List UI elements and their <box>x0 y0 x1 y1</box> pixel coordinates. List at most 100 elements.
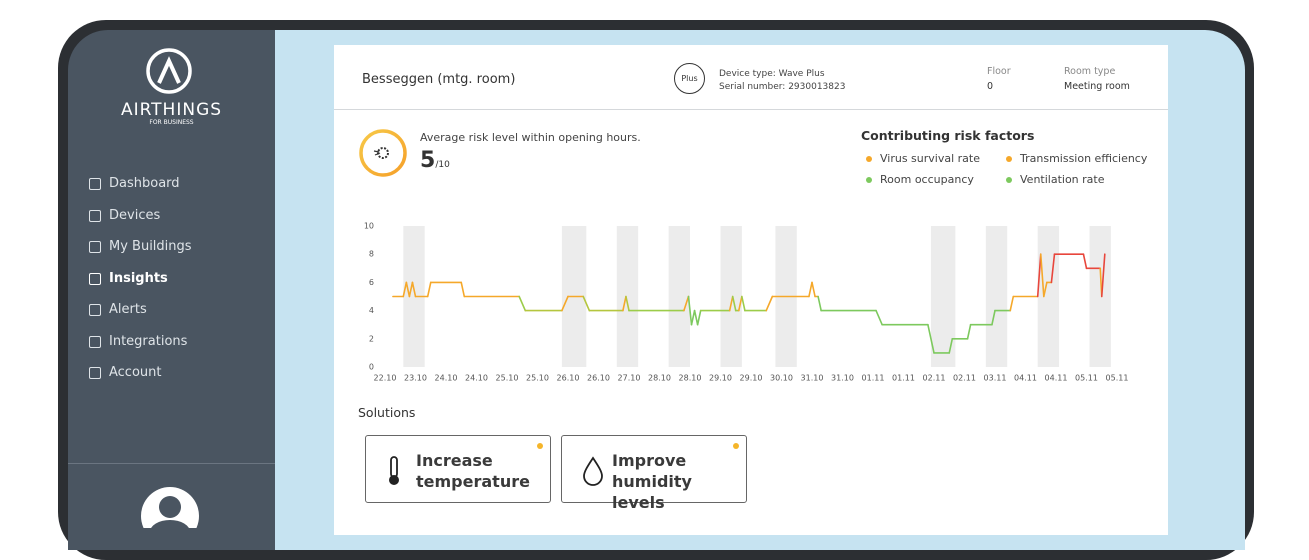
line-segment <box>518 295 527 312</box>
page: AIRTHINGS FOR BUSINESS Dashboard Devices M… <box>58 20 1254 560</box>
factor-label: Ventilation rate <box>1020 173 1105 186</box>
solution-card[interactable]: Increase temperature <box>365 435 551 503</box>
factor-dot <box>1006 156 1012 162</box>
line-segment <box>687 295 693 326</box>
avatar[interactable] <box>140 486 200 528</box>
x-tick-label: 30.10 <box>770 374 793 383</box>
shaded-band <box>403 226 425 367</box>
x-tick-label: 28.10 <box>679 374 702 383</box>
x-tick-label: 26.10 <box>587 374 610 383</box>
x-tick-label: 24.10 <box>435 374 458 383</box>
logo-sub: FOR BUSINESS <box>149 119 194 126</box>
line-segment <box>1009 295 1015 312</box>
factor-dot <box>866 156 872 162</box>
line-segment <box>741 295 746 312</box>
shaded-band <box>1089 226 1111 367</box>
x-tick-label: 22.10 <box>374 374 397 383</box>
risk-chart: 0 2 4 6 8 10 22.10 23.10 24.10 24.10 25.10 25.10 26.… <box>364 222 1129 383</box>
menu-label: My Buildings <box>109 239 192 254</box>
card-icon <box>580 454 606 492</box>
line-segment <box>460 281 466 298</box>
factors-title: Contributing risk factors <box>861 128 1035 143</box>
line-segment <box>683 295 690 312</box>
logo: AIRTHINGS <box>120 100 223 120</box>
score-scale: /10 <box>435 160 450 170</box>
menu-item[interactable]: Devices <box>89 208 160 223</box>
line-segment <box>948 338 954 354</box>
line-segment <box>408 281 414 298</box>
card-label: Increase temperature <box>416 451 530 491</box>
x-tick-label: 01.11 <box>892 374 915 383</box>
line-segment <box>1036 253 1042 298</box>
line-segment <box>811 281 816 298</box>
factor-label: Room occupancy <box>880 173 974 186</box>
card-label: Improve humidity levels <box>612 451 692 512</box>
menu-icon <box>89 303 101 316</box>
line-segment <box>622 295 627 312</box>
x-tick-label: 25.10 <box>526 374 549 383</box>
x-tick-label: 24.10 <box>465 374 488 383</box>
shaded-band <box>616 226 639 367</box>
menu-icon <box>89 366 101 379</box>
line-segment <box>927 323 935 354</box>
menu-item[interactable]: Alerts <box>89 302 147 317</box>
line-segment <box>765 295 774 312</box>
line-segment <box>728 295 734 312</box>
x-tick-label: 03.11 <box>984 374 1007 383</box>
floor: 0 <box>987 81 994 92</box>
menu-item[interactable]: Dashboard <box>89 176 180 191</box>
risk-caption: Average risk level within opening hours. <box>420 131 641 144</box>
room-name: Besseggen (mtg. room) <box>362 72 516 87</box>
menu-item[interactable]: Insights <box>89 271 168 286</box>
x-tick-label: 25.10 <box>496 374 519 383</box>
solutions-title: Solutions <box>358 405 416 420</box>
menu-label: Alerts <box>109 302 147 317</box>
factor-label: Transmission efficiency <box>1020 152 1148 165</box>
shaded-band <box>720 226 742 367</box>
line-segment <box>875 309 883 326</box>
x-tick-label: 29.10 <box>709 374 732 383</box>
solution-card[interactable]: Improve humidity levels <box>561 435 747 512</box>
x-tick-label: 31.10 <box>831 374 854 383</box>
x-tick-label: 29.10 <box>740 374 763 383</box>
serial: Serial number: 2930013823 <box>719 82 846 92</box>
line-segment <box>693 309 699 326</box>
header-divider <box>334 109 1168 110</box>
sidebar-divider <box>68 463 275 464</box>
y-tick-label: 6 <box>369 278 374 287</box>
x-tick-label: 02.11 <box>923 374 946 383</box>
menu-item[interactable]: Integrations <box>89 334 187 349</box>
menu-item[interactable]: My Buildings <box>89 239 192 254</box>
line-segment <box>966 323 972 340</box>
menu-label: Devices <box>109 208 161 223</box>
line-segment <box>561 295 569 312</box>
line-segment <box>1042 281 1048 298</box>
line-segment <box>405 281 411 298</box>
factor-label: Virus survival rate <box>880 152 980 165</box>
menu-item[interactable]: Account <box>89 365 162 380</box>
menu-icon <box>89 335 101 348</box>
x-tick-label: 05.11 <box>1106 374 1129 383</box>
card-icon <box>384 454 404 492</box>
menu-icon <box>89 177 101 190</box>
line-segment <box>1050 253 1056 284</box>
content-card <box>334 45 1168 535</box>
menu-label: Account <box>109 365 162 380</box>
line-segment <box>402 281 408 298</box>
room-type-label: Room type <box>1064 66 1116 77</box>
line-segment <box>991 309 996 326</box>
line-segment <box>690 309 696 326</box>
y-tick-label: 2 <box>369 334 374 343</box>
line-segment <box>1039 253 1045 298</box>
menu-label: Dashboard <box>109 176 180 191</box>
line-segment <box>1082 253 1088 270</box>
risk-icon <box>359 129 407 177</box>
x-tick-label: 26.10 <box>557 374 580 383</box>
line-segment <box>808 281 813 298</box>
x-tick-label: 28.10 <box>648 374 671 383</box>
line-segment <box>582 295 591 312</box>
line-segment <box>731 295 737 312</box>
y-tick-label: 4 <box>369 306 374 315</box>
line-segment <box>411 281 417 298</box>
x-tick-label: 05.11 <box>1075 374 1098 383</box>
